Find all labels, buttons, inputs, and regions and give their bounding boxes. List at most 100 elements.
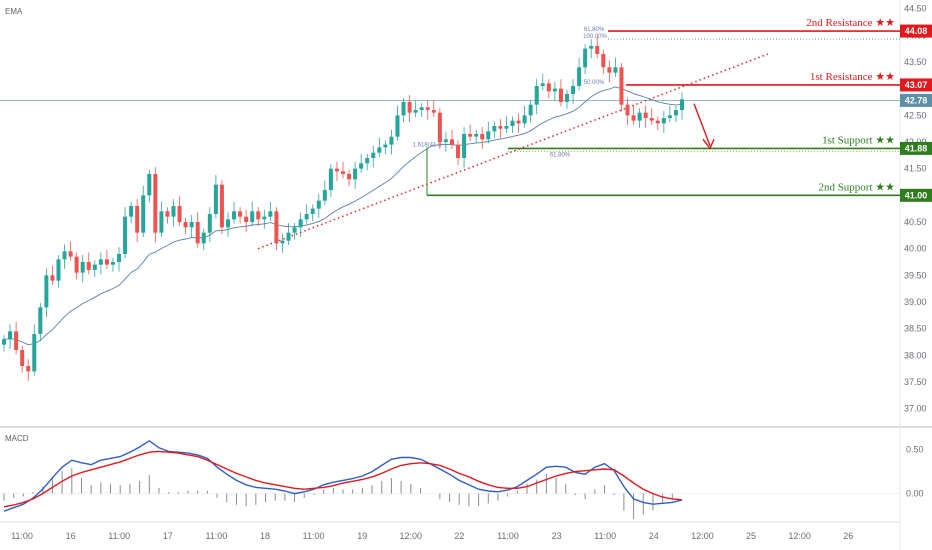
trendline-dotted xyxy=(257,53,769,250)
time-tick-label: 11:00 xyxy=(108,531,130,541)
level-badge-value: 43.07 xyxy=(905,80,928,90)
level-label: 1st Support ★★ xyxy=(822,134,895,146)
candle-body xyxy=(619,67,624,105)
fib-label: 50.00% xyxy=(584,80,605,86)
candle-body xyxy=(552,88,557,92)
time-tick-label: 17 xyxy=(163,531,173,541)
fib-label: 1.618(41.8 xyxy=(413,142,442,148)
candle-body xyxy=(667,115,672,118)
candle-body xyxy=(20,350,25,366)
candle-body xyxy=(38,307,43,334)
candle-body xyxy=(62,251,67,260)
candle-body xyxy=(558,88,563,102)
candle-body xyxy=(123,216,128,254)
candle-body xyxy=(546,83,551,92)
time-tick-label: 11:00 xyxy=(11,531,33,541)
price-tick-label: 39.00 xyxy=(904,297,927,307)
time-tick-label: 23 xyxy=(552,531,562,541)
price-tick-label: 41.50 xyxy=(904,164,927,174)
candle-body xyxy=(661,118,666,124)
level-badge xyxy=(900,188,932,202)
candle-body xyxy=(419,107,424,110)
candle-body xyxy=(571,86,576,94)
candle-body xyxy=(401,102,406,116)
key-levels: 2nd Resistance ★★ 44.08 1st Resistance ★★ 4… xyxy=(426,17,932,202)
time-tick-label: 11:00 xyxy=(594,531,616,541)
candle-body xyxy=(334,168,339,172)
macd-line xyxy=(3,439,683,512)
candle-body xyxy=(377,147,382,153)
candle-body xyxy=(389,136,394,145)
candle-body xyxy=(322,190,327,201)
candle-body xyxy=(341,171,345,174)
candle-body xyxy=(8,331,13,340)
time-tick-label: 19 xyxy=(357,531,367,541)
candle-body xyxy=(655,120,660,124)
candle-body xyxy=(244,216,249,222)
candle-body xyxy=(528,104,533,116)
arrow-shaft xyxy=(693,103,711,146)
candle-body xyxy=(44,275,49,308)
candle-body xyxy=(32,334,37,372)
price-tick-label: 44.50 xyxy=(904,4,927,14)
candle-body xyxy=(347,174,352,180)
candle-body xyxy=(135,206,140,233)
candle-body xyxy=(583,48,588,68)
candle-body xyxy=(117,254,122,262)
candle-body xyxy=(177,206,182,222)
time-tick-label: 12:00 xyxy=(400,531,423,541)
candle-body xyxy=(74,256,79,273)
level-badge xyxy=(900,78,932,92)
candle-body xyxy=(92,264,97,270)
time-tick-label: 12:00 xyxy=(691,531,714,541)
candle-body xyxy=(504,126,509,129)
signal-line xyxy=(3,450,683,508)
candle-body xyxy=(456,144,461,158)
candle-body xyxy=(492,126,497,132)
candle-body xyxy=(649,118,654,121)
candle-body xyxy=(304,214,309,220)
projection-arrow xyxy=(693,103,715,150)
current-price-badge-bg xyxy=(900,93,932,107)
candle-body xyxy=(637,112,642,121)
candle-body xyxy=(189,222,194,228)
candle-body xyxy=(680,99,684,110)
macd-pane-label: MACD xyxy=(5,434,29,443)
ema-line xyxy=(3,86,683,346)
candle-body xyxy=(159,211,164,233)
level-label: 2nd Support ★★ xyxy=(818,181,895,193)
candle-body xyxy=(310,208,315,214)
candle-body xyxy=(98,259,103,265)
candle-body xyxy=(110,262,115,265)
main-pane-label: EMA xyxy=(5,7,23,16)
candle-body xyxy=(643,112,648,118)
candle-body xyxy=(80,262,85,273)
candle-body xyxy=(26,366,31,372)
candle-body xyxy=(147,174,152,196)
level-badge xyxy=(900,141,932,155)
candle-body xyxy=(14,331,19,350)
candle-body xyxy=(171,206,176,217)
candle-body xyxy=(201,232,206,244)
candle-body xyxy=(195,222,200,244)
candle-body xyxy=(564,94,569,102)
candle-body xyxy=(595,46,600,54)
candle-body xyxy=(462,134,467,158)
candle-body xyxy=(292,227,297,233)
candle-body xyxy=(232,211,237,220)
candle-body xyxy=(286,232,291,241)
time-tick-label: 11:00 xyxy=(205,531,227,541)
candle-body xyxy=(298,219,303,228)
candle-body xyxy=(449,139,454,145)
candle-body xyxy=(2,339,6,345)
time-tick-label: 12:00 xyxy=(788,531,811,541)
candle-body xyxy=(534,86,539,105)
candle-body xyxy=(207,214,212,233)
fibonacci-labels: 61.80%100.00%50.00%1.618(41.861.80% xyxy=(413,27,608,158)
candle-body xyxy=(395,115,400,137)
level-badge-value: 44.08 xyxy=(905,26,928,36)
macd-tick-label: 0.00 xyxy=(906,489,924,499)
time-tick-label: 11:00 xyxy=(497,531,519,541)
candle-body xyxy=(280,240,285,244)
